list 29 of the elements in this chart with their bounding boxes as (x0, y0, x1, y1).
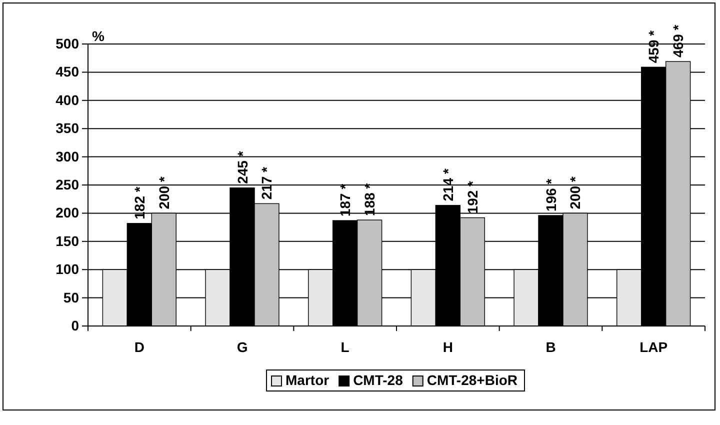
data-label: 459 * (646, 30, 662, 64)
x-tick-label: D (134, 338, 144, 355)
legend-label: Martor (286, 372, 330, 388)
y-tick-label: 300 (56, 148, 80, 164)
y-tick-label: 0 (71, 317, 80, 334)
x-tick-label: LAP (640, 338, 668, 355)
y-tick-label: 400 (56, 92, 80, 108)
data-label: 196 * (542, 178, 559, 212)
data-label: 200 * (567, 176, 584, 210)
y-tick-label: 250 (56, 176, 80, 192)
y-axis-title: % (92, 28, 105, 44)
data-label: 245 * (234, 150, 250, 184)
x-tick-label: G (236, 338, 248, 355)
y-tick-label: 450 (56, 64, 80, 80)
x-tick-label: L (340, 338, 350, 355)
y-tick-label: 100 (56, 261, 80, 278)
y-tick-label: 200 (56, 204, 80, 221)
data-label: 217 * (258, 166, 275, 200)
legend-label: CMT-28 (353, 372, 404, 388)
y-tick-label: 150 (56, 232, 80, 249)
legend-label: CMT-28+BioR (426, 372, 518, 388)
data-label: 214 * (440, 168, 456, 202)
y-tick-label: 500 (56, 35, 80, 52)
y-tick-label: 350 (56, 120, 80, 136)
y-tick-label: 50 (63, 289, 80, 306)
x-tick-label: H (442, 338, 453, 355)
x-tick-label: B (546, 338, 556, 355)
data-label: 182 * (131, 186, 148, 220)
data-label: 200 * (156, 176, 172, 210)
